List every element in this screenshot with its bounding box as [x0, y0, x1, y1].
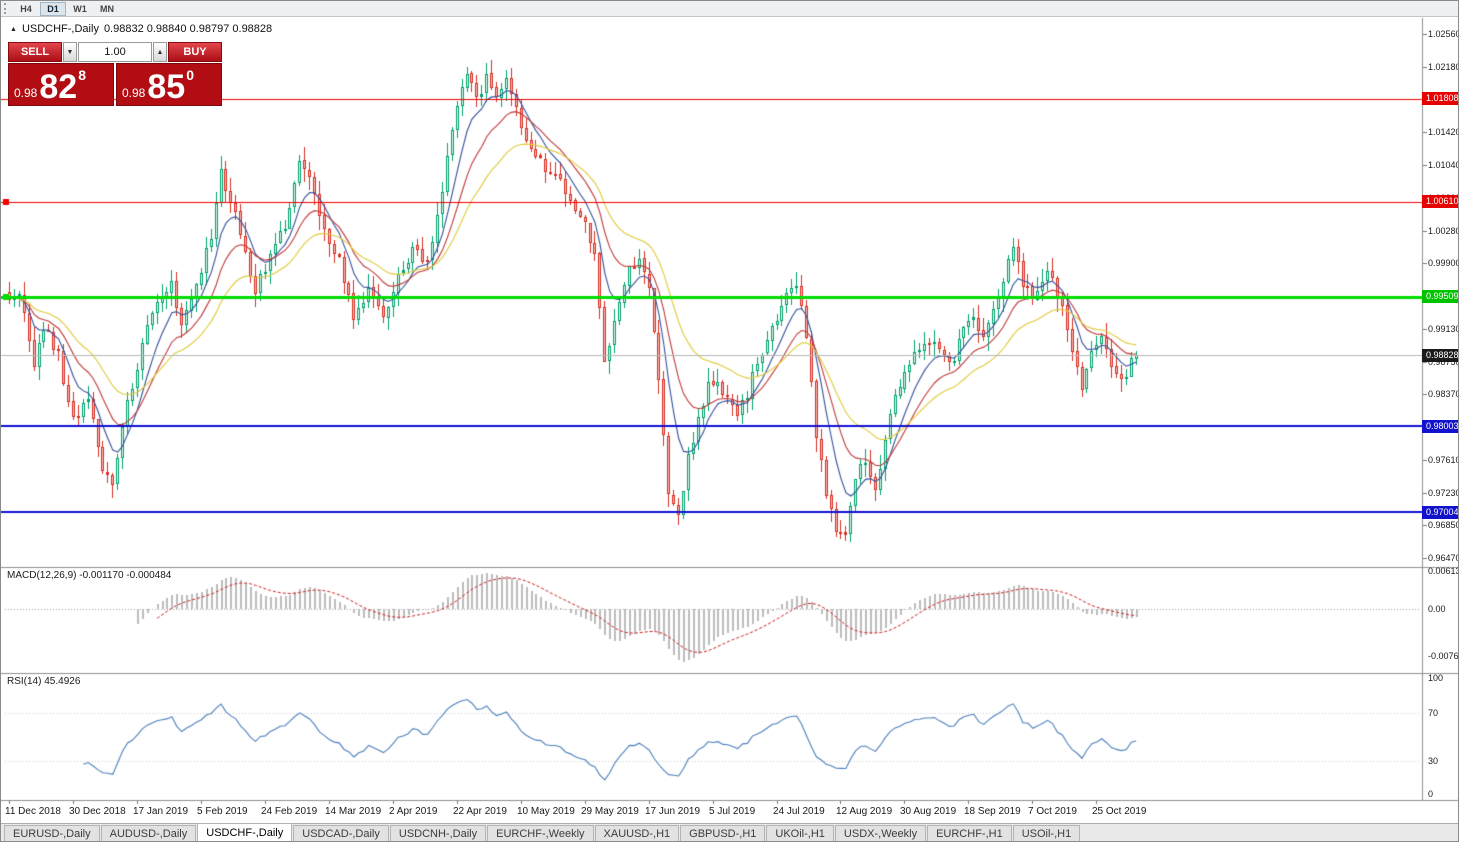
- chart-tab-audusd-daily[interactable]: AUDUSD-,Daily: [100, 825, 197, 841]
- chart-tab-ukoil-h1[interactable]: UKOil-,H1: [766, 825, 834, 841]
- timeframe-toolbar: H4 D1 W1 MN: [1, 1, 1458, 17]
- volume-increase-button[interactable]: ▲: [153, 42, 167, 62]
- macd-axis-tick: 0.00: [1428, 604, 1446, 614]
- chevron-down-icon: ▼: [66, 48, 74, 56]
- price-level-badge: 0.99509: [1422, 290, 1458, 304]
- price-axis-tick: 0.96470: [1428, 553, 1459, 563]
- date-axis-label: 12 Aug 2019: [836, 806, 893, 817]
- timeframe-button-mn[interactable]: MN: [100, 3, 114, 14]
- one-click-toggle-icon[interactable]: ▲: [10, 25, 17, 33]
- date-axis-label: 18 Sep 2019: [964, 806, 1021, 817]
- price-axis-tick: 1.02180: [1428, 61, 1459, 72]
- chart-title-row: ▲ USDCHF-,Daily 0.98832 0.98840 0.98797 …: [10, 23, 272, 35]
- sell-price-main: 82: [39, 67, 78, 106]
- sell-price-display[interactable]: 0.98 82 8: [8, 63, 114, 106]
- one-click-trading-panel: SELL ▼ ▲ BUY 0.98 82 8 0.98 85 0: [8, 42, 222, 106]
- price-axis-tick: 0.96850: [1428, 520, 1459, 531]
- chart-ohlc-values: 0.98832 0.98840 0.98797 0.98828: [103, 23, 273, 35]
- price-axis-tick: 1.00280: [1428, 225, 1459, 236]
- price-axis-tick: 1.02560: [1428, 29, 1459, 39]
- chart-tab-eurchf-weekly[interactable]: EURCHF-,Weekly: [487, 825, 594, 841]
- volume-input[interactable]: [78, 42, 152, 62]
- timeframe-button-h4[interactable]: H4: [20, 3, 32, 14]
- chart-symbol-label: USDCHF-,Daily: [21, 23, 99, 35]
- buy-price-pip: 0: [186, 67, 194, 83]
- chart-tab-gbpusd-h1[interactable]: GBPUSD-,H1: [680, 825, 766, 841]
- date-axis-label: 24 Jul 2019: [773, 806, 825, 817]
- buy-price-display[interactable]: 0.98 85 0: [116, 63, 222, 106]
- price-level-badge: 0.97004: [1422, 505, 1458, 519]
- sell-price-prefix: 0.98: [14, 86, 38, 100]
- chart-tab-eurusd-daily[interactable]: EURUSD-,Daily: [4, 825, 100, 841]
- price-axis-tick: 1.01040: [1428, 160, 1459, 170]
- price-level-badge: 0.98828: [1422, 348, 1458, 362]
- chart-tab-xauusd-h1[interactable]: XAUUSD-,H1: [594, 825, 680, 841]
- volume-decrease-button[interactable]: ▼: [63, 42, 77, 62]
- price-level-badge: 1.01808: [1422, 92, 1458, 106]
- date-axis-label: 10 May 2019: [517, 806, 575, 817]
- chart-tab-usdcnh-daily[interactable]: USDCNH-,Daily: [389, 825, 487, 841]
- date-axis-label: 17 Jun 2019: [645, 806, 701, 817]
- date-axis-label: 29 May 2019: [581, 806, 639, 817]
- date-axis-label: 7 Oct 2019: [1028, 806, 1077, 817]
- chevron-up-icon: ▲: [156, 48, 164, 56]
- price-axis-tick: 0.98370: [1428, 389, 1459, 400]
- price-axis-tick: 0.97610: [1428, 454, 1459, 465]
- chart-tab-usdx-weekly[interactable]: USDX-,Weekly: [834, 825, 927, 841]
- date-axis-label: 25 Oct 2019: [1092, 806, 1147, 817]
- timeframe-button-w1[interactable]: W1: [73, 3, 87, 14]
- trade-controls-row: SELL ▼ ▲ BUY: [8, 42, 222, 62]
- price-axis-tick: 0.99900: [1428, 258, 1459, 269]
- rsi-axis-tick: 100: [1428, 673, 1444, 683]
- price-axis-tick: 0.99130: [1428, 323, 1459, 334]
- buy-price-main: 85: [147, 67, 186, 106]
- chart-tab-usoil-h1[interactable]: USOil-,H1: [1012, 825, 1081, 841]
- date-axis-label: 14 Mar 2019: [325, 806, 382, 817]
- rsi-axis-tick: 70: [1428, 708, 1439, 719]
- buy-price-prefix: 0.98: [122, 86, 146, 100]
- date-axis-label: 2 Apr 2019: [389, 806, 438, 817]
- buy-button[interactable]: BUY: [168, 42, 222, 62]
- price-axis-tick: 1.01420: [1428, 127, 1459, 138]
- chart-tab-eurchf-h1[interactable]: EURCHF-,H1: [927, 825, 1012, 841]
- date-axis-label: 5 Jul 2019: [709, 806, 756, 817]
- date-axis-label: 22 Apr 2019: [453, 806, 507, 817]
- chart-tab-bar: EURUSD-,Daily AUDUSD-,Daily USDCHF-,Daily U…: [1, 823, 1458, 841]
- rsi-label: RSI(14) 45.4926: [7, 676, 81, 687]
- rsi-axis-tick: 0: [1428, 789, 1434, 799]
- sell-button[interactable]: SELL: [8, 42, 62, 62]
- macd-label: MACD(12,26,9) -0.001170 -0.000484: [7, 570, 172, 581]
- date-axis-label: 24 Feb 2019: [261, 806, 318, 817]
- sell-price-pip: 8: [78, 67, 86, 83]
- date-axis-label: 5 Feb 2019: [197, 806, 248, 817]
- trade-prices-row: 0.98 82 8 0.98 85 0: [8, 63, 222, 106]
- toolbar-grip-icon[interactable]: [4, 3, 9, 14]
- price-level-badge: 1.00610: [1422, 195, 1458, 209]
- timeframe-button-group: H4 D1 W1 MN: [13, 1, 121, 16]
- timeframe-button-d1[interactable]: D1: [40, 1, 66, 16]
- rsi-axis-tick: 30: [1428, 755, 1439, 766]
- price-level-badge: 0.98003: [1422, 419, 1458, 433]
- date-axis-label: 30 Dec 2018: [69, 806, 126, 817]
- chart-tab-usdcad-daily[interactable]: USDCAD-,Daily: [293, 825, 389, 841]
- date-axis-label: 30 Aug 2019: [900, 806, 957, 817]
- macd-axis-tick: 0.00613: [1428, 566, 1459, 577]
- price-axis-tick: 0.97230: [1428, 487, 1459, 498]
- date-axis-label: 11 Dec 2018: [5, 806, 61, 817]
- date-axis-label: 17 Jan 2019: [133, 806, 189, 817]
- chart-tab-usdchf-daily[interactable]: USDCHF-,Daily: [197, 823, 293, 841]
